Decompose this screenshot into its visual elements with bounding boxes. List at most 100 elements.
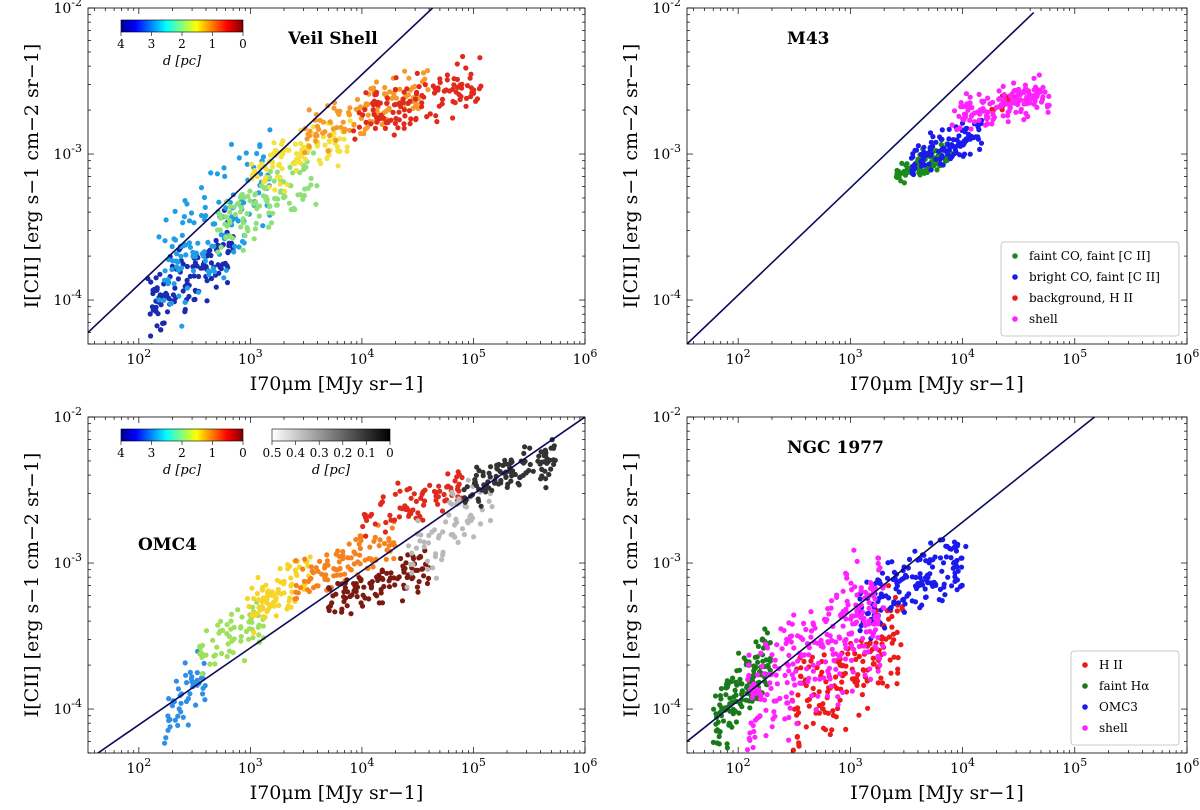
data-point	[298, 141, 304, 147]
data-point	[376, 116, 382, 122]
chart-panel-bottom-right: 102 103 104 105 106 10-4 10-3 10-2 I70μm [MJy sr…	[620, 405, 1199, 804]
series-2	[857, 537, 969, 642]
data-point	[711, 706, 717, 712]
data-point	[739, 704, 745, 710]
axes-frame	[686, 416, 1188, 754]
data-point	[808, 609, 814, 615]
data-point	[176, 293, 182, 299]
data-point	[365, 112, 371, 118]
legend-entry: H II	[1099, 658, 1123, 672]
data-point	[996, 96, 1003, 102]
data-point	[198, 675, 204, 681]
data-point	[440, 552, 446, 558]
data-point	[392, 86, 398, 93]
data-point	[953, 548, 960, 554]
data-point	[924, 578, 930, 584]
data-point	[542, 468, 548, 474]
data-point	[347, 127, 353, 133]
data-point	[745, 676, 751, 683]
data-point	[251, 236, 257, 242]
data-point	[833, 666, 839, 672]
data-point	[351, 588, 357, 594]
data-point	[383, 519, 389, 526]
data-point	[963, 543, 969, 550]
data-point	[371, 538, 377, 544]
y-tick-label: 10-4	[652, 288, 681, 309]
data-point	[200, 642, 206, 649]
data-point	[347, 118, 353, 124]
data-point	[880, 680, 886, 686]
data-point	[240, 247, 246, 253]
data-point	[253, 220, 259, 226]
data-point	[895, 600, 902, 606]
data-point	[767, 680, 773, 686]
data-point	[198, 185, 205, 191]
data-point	[202, 697, 208, 703]
data-point	[304, 136, 310, 142]
series-2	[244, 554, 313, 636]
data-point	[352, 136, 358, 142]
data-point	[843, 570, 849, 576]
data-point	[433, 113, 439, 119]
data-point	[933, 156, 939, 162]
data-point	[542, 447, 548, 453]
data-point	[975, 124, 981, 130]
data-point	[475, 496, 481, 502]
data-point	[819, 669, 825, 675]
x-tick-label: 103	[838, 347, 863, 368]
data-point	[1031, 75, 1037, 81]
data-point	[285, 566, 291, 572]
data-point	[266, 204, 272, 210]
data-point	[943, 554, 950, 560]
data-point	[270, 593, 276, 599]
data-point	[404, 86, 410, 92]
data-point	[425, 575, 432, 582]
data-point	[228, 618, 234, 624]
data-point	[274, 577, 280, 583]
data-point	[875, 680, 881, 686]
data-point	[406, 75, 412, 81]
data-point	[724, 684, 730, 690]
legend-marker	[1082, 683, 1088, 689]
data-point	[363, 90, 369, 96]
data-point	[208, 260, 214, 266]
data-point	[162, 268, 168, 274]
data-point	[930, 557, 936, 563]
data-point	[279, 166, 285, 172]
data-point	[228, 141, 235, 147]
data-point	[858, 623, 864, 629]
data-point	[889, 613, 895, 620]
data-point	[810, 685, 816, 692]
data-point	[781, 627, 787, 634]
data-point	[960, 153, 966, 159]
data-point	[344, 144, 350, 150]
data-point	[450, 115, 456, 121]
data-point	[917, 571, 923, 577]
data-point	[224, 280, 231, 286]
data-point	[967, 117, 973, 123]
data-point	[785, 700, 791, 706]
panel-title: M43	[787, 29, 829, 49]
data-point	[829, 646, 835, 653]
data-point	[232, 243, 238, 249]
data-point	[224, 653, 230, 660]
data-point	[815, 693, 821, 699]
data-point	[875, 560, 881, 567]
data-point	[441, 88, 447, 94]
data-point	[755, 659, 761, 665]
data-point	[403, 506, 409, 512]
data-point	[414, 89, 420, 95]
data-point	[262, 164, 268, 170]
fit-line	[97, 417, 585, 753]
data-point	[246, 603, 252, 610]
data-point	[827, 731, 833, 738]
data-point	[928, 151, 934, 157]
data-point	[173, 258, 179, 264]
data-point	[274, 169, 280, 175]
data-point	[810, 620, 816, 626]
data-point	[724, 678, 730, 684]
data-point	[456, 481, 462, 487]
data-point	[947, 545, 953, 552]
data-point	[271, 603, 277, 609]
fit-line	[88, 8, 434, 334]
